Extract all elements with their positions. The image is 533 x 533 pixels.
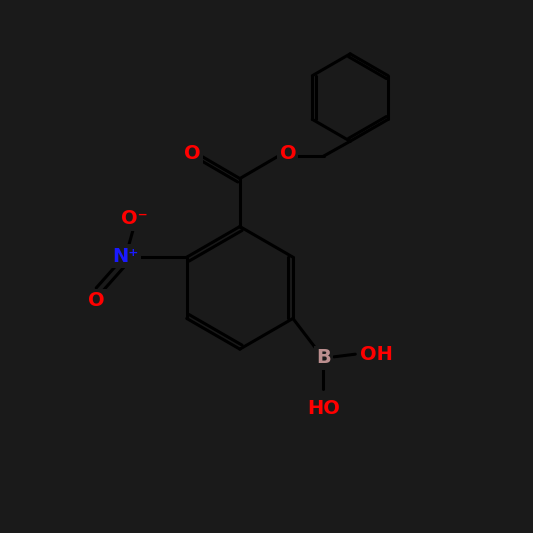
Text: O: O [88, 292, 104, 310]
Text: N⁺: N⁺ [112, 247, 139, 265]
Text: HO: HO [307, 399, 340, 417]
Text: B: B [316, 349, 330, 367]
Text: OH: OH [360, 345, 393, 364]
Text: O: O [279, 144, 296, 163]
Text: O: O [183, 144, 200, 163]
Text: O⁻: O⁻ [121, 209, 148, 228]
